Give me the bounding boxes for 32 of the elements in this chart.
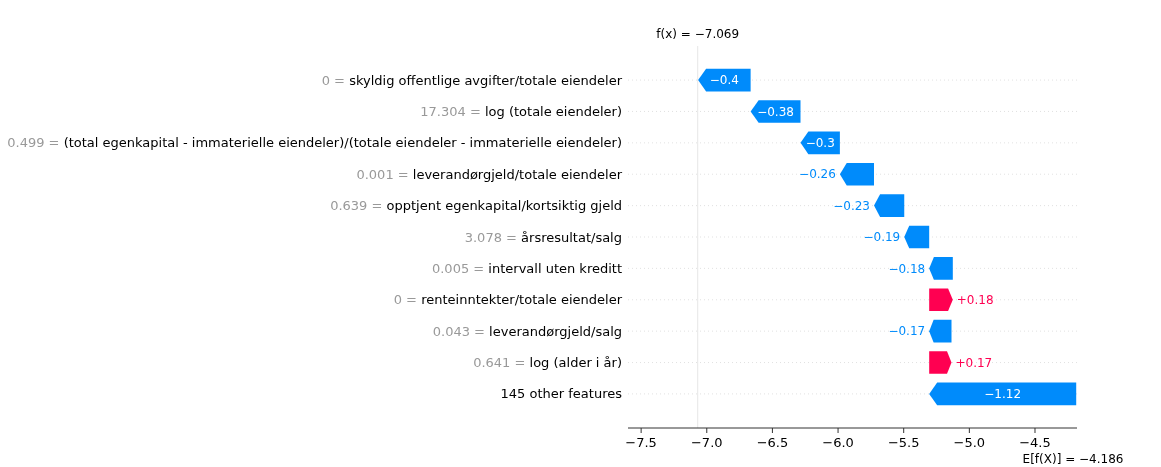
y-tick-label: 0.005 = intervall uten kreditt: [431, 260, 622, 276]
x-tick-label: −5.5: [887, 435, 920, 450]
data-label: −1.12: [984, 387, 1022, 402]
y-tick-label: 0 = renteinntekter/totale eiendeler: [393, 292, 623, 308]
ref-line-label: f(x) = −7.069: [656, 27, 740, 41]
x-tick-label: −6.0: [822, 435, 854, 450]
y-tick-label: 0.043 = leverandørgjeld/salg: [432, 323, 622, 339]
x-tick-label: −7.5: [625, 435, 657, 450]
data-label: −0.4: [709, 73, 739, 88]
y-tick-label: 0.001 = leverandørgjeld/totale eiendeler: [356, 166, 623, 182]
x-tick-label: −6.5: [756, 435, 789, 450]
x-tick-label: −5.0: [953, 435, 986, 450]
data-label: −0.19: [863, 230, 901, 245]
y-tick-label: 0.641 = log (alder i år): [473, 355, 622, 371]
data-label: −0.3: [805, 136, 835, 151]
y-tick-label: 17.304 = log (totale eiendeler): [420, 104, 622, 120]
data-label: −0.18: [888, 261, 926, 276]
y-tick-label: 145 other features: [500, 386, 623, 402]
data-label: −0.38: [757, 104, 794, 119]
x-tick-label: −7.0: [690, 435, 723, 450]
data-label: −0.17: [888, 324, 926, 339]
data-label: −0.26: [799, 167, 836, 182]
data-label: +0.17: [955, 355, 993, 370]
y-tick-label: 3.078 = årsresultat/salg: [464, 229, 622, 245]
y-tick-label: 0.499 = (total egenkapital - immaterielle eiendeler)/(totale eiendeler - immaterielle eiendeler): [7, 135, 622, 151]
y-tick-label: 0.639 = opptjent egenkapital/kortsiktig gjeld: [330, 198, 622, 214]
bar: [929, 382, 1077, 406]
x-tick-label: −4.5: [1019, 435, 1051, 450]
text: E[f(X)] = −4.186: [1022, 452, 1124, 466]
data-label: −0.23: [833, 198, 871, 213]
data-label: +0.18: [956, 292, 994, 307]
y-tick-label: 0 = skyldig offentlige avgifter/totale eiendeler: [321, 72, 623, 88]
